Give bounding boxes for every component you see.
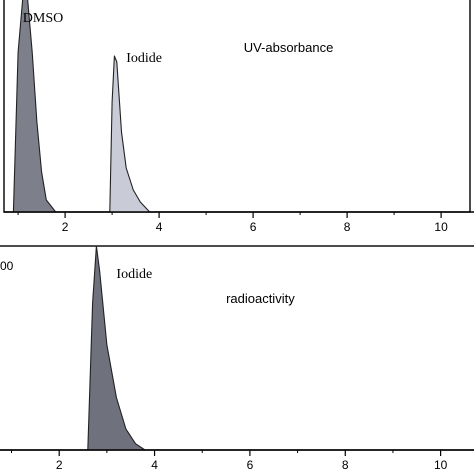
uv-panel-x-tick-label: 8 — [344, 220, 351, 234]
radio-panel-x-tick-label: 8 — [342, 458, 349, 472]
uv-panel-frame — [3, 0, 471, 213]
radio-panel-x-tick-label: 4 — [151, 458, 158, 472]
uv-panel-x-tick-label: 10 — [434, 220, 448, 234]
uv-panel-peak-dmso — [12, 0, 57, 213]
uv-panel-x-tick-label: 6 — [250, 220, 257, 234]
radio-panel-x-tick-label: 6 — [247, 458, 254, 472]
uv-panel-peak-iodide — [109, 55, 151, 213]
uv-panel-annotation: Iodide — [126, 51, 162, 66]
radio-panel-annotation: radioactivity — [226, 291, 295, 306]
uv-panel-x-tick-label: 4 — [156, 220, 163, 234]
uv-panel-annotation: UV-absorbance — [244, 40, 334, 55]
radio-panel-x-tick-label: 10 — [434, 458, 448, 472]
radio-panel-y-tick-label: 00 — [0, 259, 14, 273]
uv-panel-x-tick-label: 2 — [62, 220, 69, 234]
uv-panel-annotation: DMSO — [23, 11, 63, 26]
radio-panel-annotation: Iodide — [116, 267, 152, 282]
radio-panel-frame — [0, 245, 474, 451]
radio-panel-x-tick-label: 2 — [56, 458, 63, 472]
